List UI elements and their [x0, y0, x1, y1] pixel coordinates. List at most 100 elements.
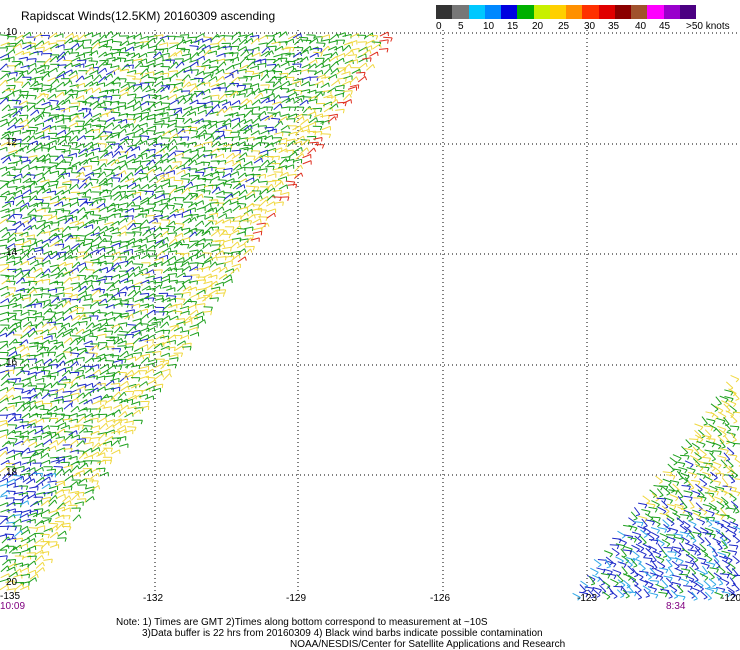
wind-barb: [118, 184, 128, 188]
wind-barb: [169, 99, 179, 105]
wind-barb: [134, 139, 142, 147]
wind-barb: [343, 90, 353, 92]
wind-barb-flag: [379, 43, 382, 48]
wind-barb: [231, 160, 240, 167]
wind-barb: [216, 37, 225, 45]
wind-barb: [35, 40, 43, 47]
wind-barb-flag: [91, 75, 94, 80]
wind-barb: [237, 46, 247, 52]
wind-barb: [145, 62, 155, 68]
wind-barb-flag: [183, 48, 186, 53]
wind-barb-flag: [82, 166, 86, 171]
wind-barb: [264, 50, 273, 58]
wind-barb: [194, 38, 203, 43]
wind-barb-flag: [351, 50, 355, 55]
wind-barb: [155, 86, 164, 94]
wind-barb: [244, 37, 252, 45]
wind-barb-flag: [223, 197, 226, 202]
wind-barb: [209, 59, 218, 63]
wind-barb: [238, 104, 247, 110]
wind-barb: [162, 130, 171, 137]
wind-barb-flag: [222, 171, 225, 177]
wind-barb: [344, 59, 354, 65]
wind-barb-flag: [55, 115, 57, 121]
wind-barb-flag: [166, 146, 169, 151]
wind-barb-flag: [343, 68, 346, 74]
wind-barb-flag: [203, 66, 206, 71]
wind-barb: [56, 129, 66, 136]
wind-barb: [0, 34, 10, 37]
wind-barb: [239, 146, 249, 150]
wind-barb: [159, 112, 169, 116]
wind-barb: [371, 41, 381, 43]
wind-barb: [41, 158, 51, 163]
wind-barb: [160, 117, 170, 120]
wind-barb-flag: [160, 167, 162, 172]
wind-barb: [251, 99, 260, 106]
wind-barb: [210, 160, 220, 162]
scale-swatch: [533, 5, 550, 19]
wind-barb: [264, 142, 273, 149]
wind-barb: [207, 50, 217, 54]
wind-barb: [174, 222, 185, 225]
wind-barb-flag: [215, 207, 218, 212]
wind-barb: [61, 50, 69, 58]
wind-barb-flag: [109, 190, 113, 195]
wind-barb: [47, 183, 57, 188]
wind-barb-flag: [151, 82, 155, 87]
wind-barb-flag: [105, 177, 108, 182]
wind-barb: [245, 136, 255, 140]
wind-barb: [258, 180, 268, 183]
wind-barb: [308, 95, 318, 100]
wind-barb: [258, 69, 268, 74]
wind-barb: [61, 197, 71, 200]
wind-barb: [91, 32, 101, 38]
wind-barb: [103, 144, 111, 152]
wind-barb: [83, 425, 93, 427]
wind-barb: [215, 34, 225, 38]
wind-barb-flag: [261, 158, 263, 163]
wind-barb: [54, 33, 64, 38]
wind-barb-flag: [140, 33, 142, 38]
wind-barb: [119, 194, 127, 201]
wind-barb-flag: [81, 41, 85, 46]
wind-barb: [147, 51, 157, 54]
wind-barb-flag: [30, 303, 32, 308]
wind-barb: [189, 99, 198, 105]
wind-barb-flag: [202, 91, 205, 96]
wind-barb: [256, 173, 266, 177]
wind-barb: [175, 298, 186, 300]
wind-barb: [139, 111, 149, 115]
wind-barb-flag: [229, 118, 232, 123]
wind-barb-flag: [26, 114, 29, 120]
wind-barb: [145, 214, 155, 217]
wind-barb: [13, 341, 23, 344]
wind-barb: [190, 175, 199, 182]
wind-barb-flag: [369, 49, 372, 54]
wind-barb: [41, 153, 50, 161]
wind-barb: [362, 49, 370, 56]
wind-barb-flag: [43, 176, 46, 182]
wind-barb: [313, 113, 323, 118]
wind-barb: [175, 164, 185, 170]
wind-barb-flag: [183, 39, 187, 44]
wind-barb-flag: [8, 104, 11, 109]
wind-barb: [223, 143, 232, 147]
wind-barb: [120, 123, 129, 130]
wind-barb: [257, 125, 267, 127]
wind-barb-flag: [47, 203, 50, 208]
wind-barb: [197, 109, 207, 115]
wind-barb: [97, 162, 105, 170]
wind-barb-flag: [301, 47, 304, 52]
wind-barb: [26, 45, 36, 51]
wind-barb-flag: [274, 45, 277, 51]
wind-barb-flag: [230, 106, 233, 111]
wind-barb: [74, 306, 84, 309]
wind-barb: [104, 360, 114, 362]
wind-barb: [292, 80, 301, 85]
wind-barb-flag: [343, 84, 345, 90]
wind-barb-flag: [85, 127, 87, 132]
wind-barb: [159, 72, 169, 75]
wind-barb: [5, 45, 15, 47]
wind-barb: [229, 69, 238, 75]
